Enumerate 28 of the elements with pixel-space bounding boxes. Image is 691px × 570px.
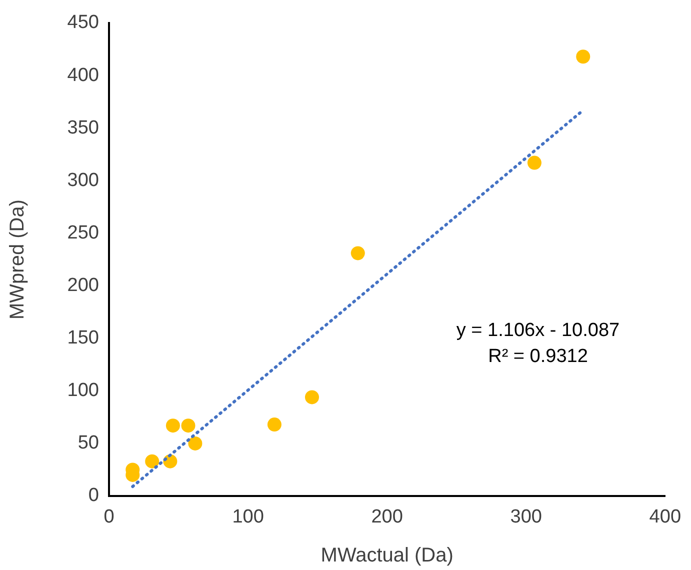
point: [188, 436, 202, 450]
annotation: R² = 0.9312: [488, 346, 588, 368]
point: [527, 156, 542, 170]
point: [350, 246, 365, 260]
point: [181, 418, 196, 433]
y-tick-label: 300: [67, 170, 99, 191]
y-tick-label: 250: [67, 222, 99, 244]
y-tick-label: 200: [67, 275, 99, 296]
x-tick-label: 200: [371, 506, 403, 528]
point: [145, 454, 160, 468]
x-tick-label: 400: [649, 506, 681, 528]
x-tick-label: 300: [510, 506, 542, 528]
y-tick-label: 450: [67, 12, 99, 34]
y-tick-label: 400: [67, 64, 99, 86]
point: [166, 418, 180, 433]
y-tick-label: 350: [67, 117, 99, 138]
point: [304, 390, 319, 404]
point: [576, 50, 590, 64]
y-tick-label: 0: [88, 485, 99, 506]
point: [267, 418, 282, 432]
y-axis-title: MWpred (Da): [6, 199, 29, 320]
y-tick-label: 100: [67, 380, 99, 402]
x-tick-label: 0: [104, 506, 114, 528]
x-axis-title: MWactual (Da): [320, 544, 454, 567]
x-tick-label: 100: [232, 506, 264, 528]
annotation: y = 1.106x - 10.087: [456, 320, 620, 342]
y-tick-label: 50: [78, 432, 99, 454]
y-tick-label: 150: [67, 328, 99, 349]
